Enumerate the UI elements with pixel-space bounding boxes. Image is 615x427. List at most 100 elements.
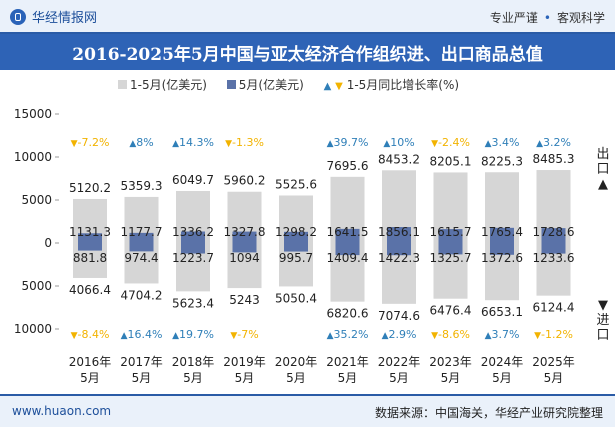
chart-canvas: 15000 10000 5000 0 5000 10000 5120.2 4066.4 1131…: [14, 107, 575, 385]
x-tick-label-line: 5月: [338, 371, 358, 385]
data-label-import-total: 5243: [229, 293, 260, 307]
export-side-text: 出口: [596, 147, 610, 177]
legend-label-export-total: 1-5月(亿美元): [130, 78, 207, 92]
growth-label-import: ▲35.2%: [327, 328, 369, 341]
growth-label-import: ▼-8.6%: [431, 328, 470, 341]
data-label-export-month: 1131.3: [69, 225, 111, 239]
data-label-import-total: 7074.6: [378, 309, 420, 323]
x-tick-label-line: 5月: [441, 371, 461, 385]
export-side-label: 出口 ▲: [595, 147, 611, 192]
x-tick-label: 2025年 5月: [532, 355, 575, 385]
growth-value: 35.2%: [333, 328, 368, 341]
triangle-up-icon: ▲: [485, 139, 492, 149]
data-label-export-month: 1728.6: [533, 225, 575, 239]
x-tick-label: 2020年 5月: [275, 355, 318, 385]
footer-source: 数据来源：中国海关，华经产业研究院整理: [374, 406, 603, 420]
data-label-export-month: 1298.2: [275, 225, 317, 239]
data-label-import-total: 5050.4: [275, 291, 317, 305]
growth-value: -8.4%: [78, 328, 110, 341]
x-tick-label-line: 2017年: [120, 355, 163, 369]
data-label-import-month: 974.4: [124, 251, 158, 265]
bar-month: [284, 231, 308, 252]
import-side-text: 进口: [596, 313, 610, 343]
chart-legend: 1-5月(亿美元) 5月(亿美元) ▲ ▼ 1-5月同比增长率(%): [118, 76, 475, 93]
growth-value: 39.7%: [333, 136, 368, 149]
x-tick-label-line: 2022年: [378, 355, 421, 369]
data-label-import-total: 4704.2: [121, 288, 163, 302]
growth-value: 14.3%: [179, 136, 214, 149]
growth-label-import: ▲3.7%: [485, 328, 520, 341]
data-label-export-total: 5960.2: [224, 174, 266, 188]
x-tick-label-line: 2016年: [69, 355, 112, 369]
data-label-export-month: 1327.8: [224, 225, 266, 239]
triangle-up-icon: ▲: [485, 331, 492, 341]
x-tick-label-line: 5月: [492, 371, 512, 385]
growth-value: -7%: [237, 328, 258, 341]
data-label-import-month: 1409.4: [327, 251, 369, 265]
data-label-import-month: 1094: [229, 251, 260, 265]
x-tick-label-line: 5月: [183, 371, 203, 385]
growth-value: 3.4%: [491, 136, 519, 149]
legend-label-growth: 1-5月同比增长率(%): [346, 78, 460, 92]
legend-label-month: 5月(亿美元): [238, 78, 304, 92]
growth-value: -7.2%: [78, 136, 110, 149]
brand: 华经情报网: [10, 7, 97, 26]
triangle-down-icon: ▼: [71, 331, 78, 341]
y-tick-label: 10000: [14, 150, 52, 164]
x-tick-label-line: 5月: [235, 371, 255, 385]
data-label-import-month: 1372.6: [481, 251, 523, 265]
data-label-import-month: 1233.6: [533, 251, 575, 265]
growth-value: 10%: [390, 136, 414, 149]
x-tick-label-line: 5月: [389, 371, 409, 385]
bar-month: [129, 232, 154, 252]
brand-logo-icon: [10, 9, 26, 25]
growth-label-import: ▲16.4%: [121, 328, 163, 341]
legend-item-growth: ▲ ▼ 1-5月同比增长率(%): [324, 76, 459, 93]
triangle-down-icon: ▼: [230, 331, 237, 341]
legend-swatch-gray-icon: [118, 80, 127, 89]
footer: www.huaon.com 数据来源：中国海关，华经产业研究院整理: [0, 394, 615, 427]
x-tick-label: 2019年 5月: [223, 355, 266, 385]
x-tick-label: 2018年 5月: [172, 355, 215, 385]
x-tick-label: 2021年 5月: [326, 355, 369, 385]
growth-label-export: ▲8%: [129, 136, 153, 149]
chart-title: 2016-2025年5月中国与亚太经济合作组织进、出口商品总值: [72, 45, 543, 65]
data-label-export-month: 1856.1: [378, 225, 420, 239]
x-tick-label: 2022年 5月: [378, 355, 421, 385]
x-tick-label: 2024年 5月: [481, 355, 524, 385]
growth-value: -1.3%: [232, 136, 264, 149]
data-label-export-total: 5525.6: [275, 177, 317, 191]
data-label-import-total: 6476.4: [430, 304, 472, 318]
bar-month: [335, 228, 360, 256]
bullet-separator-icon: •: [543, 11, 551, 25]
footer-url: www.huaon.com: [12, 404, 112, 418]
x-tick-label-line: 2020年: [275, 355, 318, 369]
growth-value: 8%: [136, 136, 153, 149]
triangle-up-icon: ▲: [172, 139, 179, 149]
header-tags: 专业严谨 • 客观科学: [490, 9, 605, 26]
data-label-export-month: 1336.2: [172, 225, 214, 239]
growth-value: 3.7%: [491, 328, 519, 341]
data-label-export-total: 8485.3: [533, 152, 575, 166]
data-label-import-month: 995.7: [279, 251, 313, 265]
growth-label-export: ▲3.4%: [485, 136, 520, 149]
triangle-down-icon: ▼: [431, 331, 438, 341]
arrow-down-icon: ▼: [598, 298, 608, 313]
triangle-down-icon: ▼: [225, 139, 232, 149]
growth-label-import: ▲2.9%: [382, 328, 417, 341]
bar-month: [78, 233, 102, 251]
data-label-export-total: 8225.3: [481, 154, 523, 168]
x-tick-label: 2017年 5月: [120, 355, 163, 385]
data-label-export-total: 5359.3: [121, 179, 163, 193]
growth-label-export: ▼-7.2%: [71, 136, 110, 149]
data-label-export-month: 1765.4: [481, 225, 523, 239]
x-tick-label-line: 5月: [544, 371, 564, 385]
growth-label-import: ▼-1.2%: [534, 328, 573, 341]
x-tick-label-line: 2019年: [223, 355, 266, 369]
data-label-import-total: 4066.4: [69, 283, 111, 297]
y-tick-label: 15000: [14, 107, 52, 121]
brand-name: 华经情报网: [32, 11, 98, 26]
data-label-export-total: 5120.2: [69, 181, 111, 195]
x-tick-label-line: 5月: [286, 371, 306, 385]
data-label-export-total: 8453.2: [378, 152, 420, 166]
